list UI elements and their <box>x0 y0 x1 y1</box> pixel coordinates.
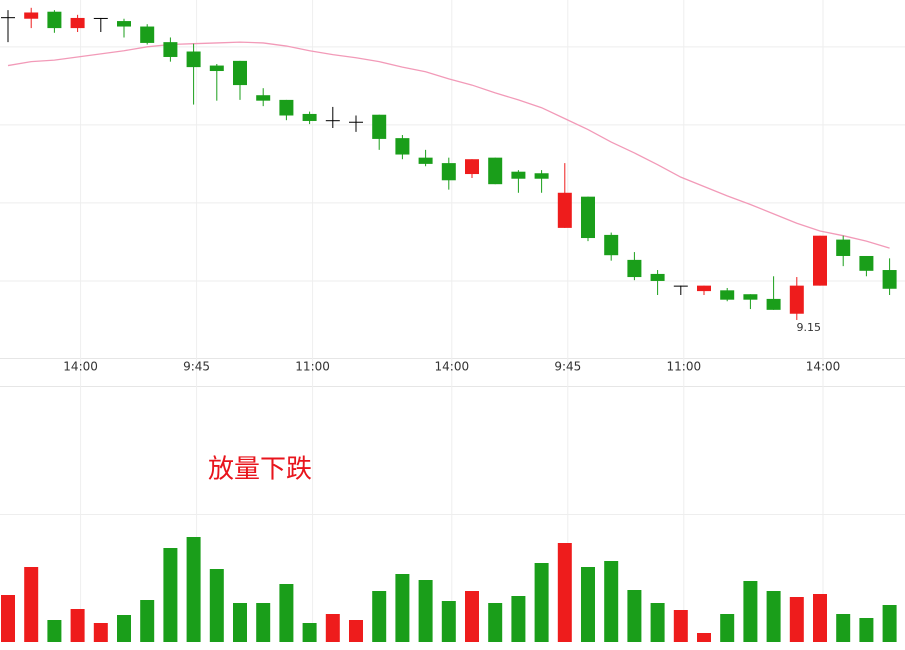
candle-body <box>557 192 572 228</box>
volume-bar <box>1 595 15 642</box>
candle-body <box>882 270 897 289</box>
candle-body <box>836 239 851 256</box>
x-tick-label: 14:00 <box>806 360 841 374</box>
low-label: 9.15 <box>797 321 822 334</box>
candle-body <box>186 51 201 68</box>
candle-body <box>24 12 39 19</box>
candle-body <box>279 99 294 116</box>
volume-bar <box>70 609 85 642</box>
candle-body <box>117 21 131 27</box>
candle-body <box>743 294 758 300</box>
x-tick-label: 11:00 <box>667 360 702 374</box>
volume-bar <box>163 548 178 642</box>
volume-bar <box>534 563 549 642</box>
volume-bar <box>186 537 201 642</box>
volume-bar <box>465 591 479 642</box>
volume-bar <box>511 596 526 642</box>
candle-body <box>163 42 178 57</box>
candle-body <box>534 173 549 179</box>
candle-body <box>859 255 874 271</box>
annotation: 放量下跌 <box>208 455 312 485</box>
volume-bar <box>882 605 897 642</box>
candle-body <box>650 273 665 281</box>
candle-body <box>418 157 433 164</box>
x-tick-label: 14:00 <box>63 360 98 374</box>
candle-body <box>465 159 479 175</box>
volume-bar <box>627 590 642 642</box>
candle-body <box>325 120 340 122</box>
candle-body <box>47 11 62 29</box>
ma-line <box>7 41 890 249</box>
x-tick-label: 9:45 <box>554 360 581 374</box>
candle-body <box>720 290 735 300</box>
candle-body <box>511 171 526 179</box>
candle-body <box>256 95 271 101</box>
candle-body <box>395 138 410 155</box>
candle-body <box>766 298 781 310</box>
candle-body <box>627 259 642 278</box>
candle-body <box>813 235 827 286</box>
volume-bar <box>256 603 271 642</box>
volume-bar <box>372 591 387 642</box>
candle-body <box>441 163 456 181</box>
volume-bar <box>418 580 433 642</box>
volume-bar <box>24 567 39 642</box>
candle-body <box>1 17 15 19</box>
volume-bar <box>395 574 410 642</box>
volume-bar <box>325 614 340 642</box>
candle-body <box>302 113 317 121</box>
candle-body <box>233 60 247 86</box>
volume-bar <box>93 623 108 642</box>
candle-body <box>604 234 619 256</box>
candle-body <box>93 17 108 19</box>
volume-bar <box>47 620 62 642</box>
candle-body <box>372 114 387 139</box>
candle-body <box>488 157 503 185</box>
candle-body <box>70 17 85 29</box>
x-tick-label: 9:45 <box>183 360 210 374</box>
volume-bar <box>557 543 572 642</box>
volume-bar <box>140 600 155 642</box>
volume-bar <box>766 591 781 642</box>
volume-bar <box>859 618 874 642</box>
volume-bar <box>117 615 131 642</box>
volume-bar <box>581 567 595 642</box>
volume-bar <box>836 614 851 642</box>
volume-bar <box>650 603 665 642</box>
candle-body <box>140 26 155 43</box>
candle-body <box>789 285 804 314</box>
volume-bar <box>673 610 688 642</box>
volume-bar <box>813 594 827 642</box>
volume-bar <box>697 633 711 642</box>
volume-bar <box>209 569 224 642</box>
candle-body <box>581 196 595 239</box>
volume-bar <box>604 561 619 642</box>
volume-bar <box>349 620 363 642</box>
candle-body <box>349 121 363 123</box>
volume-bar <box>743 581 758 642</box>
volume-bar <box>279 584 294 642</box>
volume-bar <box>720 614 735 642</box>
x-tick-label: 11:00 <box>295 360 330 374</box>
x-tick-label: 14:00 <box>435 360 470 374</box>
volume-bar <box>441 601 456 642</box>
candle-body <box>697 285 711 292</box>
candle-body <box>209 65 224 72</box>
volume-bar <box>302 623 317 642</box>
volume-bar <box>488 603 503 642</box>
volume-bar <box>233 603 247 642</box>
volume-bar <box>789 597 804 642</box>
candle-body <box>673 285 688 287</box>
